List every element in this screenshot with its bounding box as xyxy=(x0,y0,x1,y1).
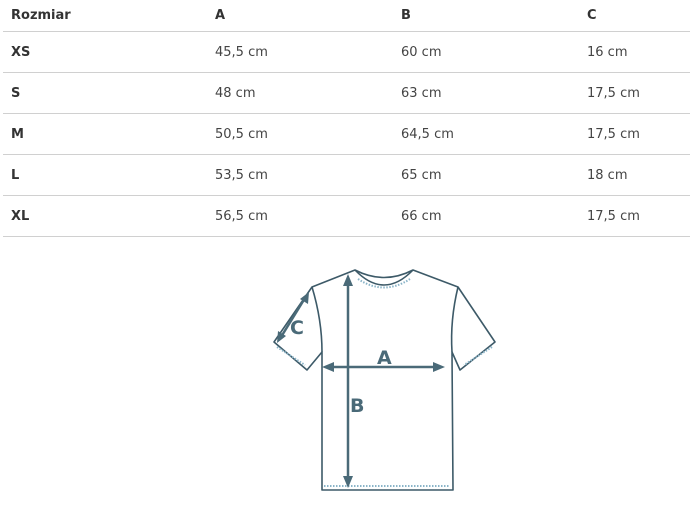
c-cell: 17,5 cm xyxy=(579,195,690,237)
b-cell: 63 cm xyxy=(393,72,579,114)
arrow-c xyxy=(279,297,307,338)
size-cell: XL xyxy=(3,195,207,237)
tshirt-outline xyxy=(273,269,496,491)
size-cell: L xyxy=(3,154,207,196)
a-cell: 53,5 cm xyxy=(207,154,393,196)
table-row: XL 56,5 cm 66 cm 17,5 cm xyxy=(3,195,690,237)
a-cell: 50,5 cm xyxy=(207,113,393,155)
a-cell: 48 cm xyxy=(207,72,393,114)
size-cell: S xyxy=(3,72,207,114)
size-cell: M xyxy=(3,113,207,155)
measure-arrows xyxy=(277,274,445,488)
a-cell: 56,5 cm xyxy=(207,195,393,237)
label-a: A xyxy=(377,347,392,369)
c-cell: 16 cm xyxy=(579,31,690,73)
stitching xyxy=(276,278,493,487)
label-c: C xyxy=(290,317,304,339)
label-b: B xyxy=(350,395,364,417)
table-row: S 48 cm 63 cm 17,5 cm xyxy=(3,72,690,114)
table-row: L 53,5 cm 65 cm 18 cm xyxy=(3,154,690,196)
c-cell: 18 cm xyxy=(579,154,690,196)
b-cell: 64,5 cm xyxy=(393,113,579,155)
table-header-row: Rozmiar A B C xyxy=(3,0,690,32)
table-row: M 50,5 cm 64,5 cm 17,5 cm xyxy=(3,113,690,155)
table-row: XS 45,5 cm 60 cm 16 cm xyxy=(3,31,690,73)
b-cell: 65 cm xyxy=(393,154,579,196)
header-a: A xyxy=(207,0,393,32)
a-cell: 45,5 cm xyxy=(207,31,393,73)
header-b: B xyxy=(393,0,579,32)
b-cell: 66 cm xyxy=(393,195,579,237)
c-cell: 17,5 cm xyxy=(579,113,690,155)
header-c: C xyxy=(579,0,690,32)
header-size: Rozmiar xyxy=(3,0,207,32)
c-cell: 17,5 cm xyxy=(579,72,690,114)
size-table: Rozmiar A B C XS 45,5 cm 60 cm 16 cm S 48 cm 6… xyxy=(3,0,690,237)
b-cell: 60 cm xyxy=(393,31,579,73)
size-cell: XS xyxy=(3,31,207,73)
